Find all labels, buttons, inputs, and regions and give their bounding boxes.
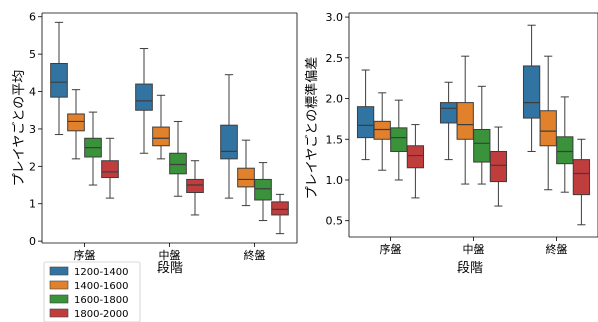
iqr-box bbox=[67, 113, 85, 132]
box-1600-1800 bbox=[390, 99, 408, 181]
iqr-box bbox=[135, 83, 153, 111]
chart-average: プレイヤごとの平均 段階 0 1 2 3 4 5 6 序盤 中盤 終盤 bbox=[11, 11, 298, 276]
iqr-box bbox=[169, 152, 187, 175]
box-1800-2000 bbox=[101, 137, 119, 199]
box-1400-1600 bbox=[373, 92, 391, 171]
box-1200-1400 bbox=[439, 81, 458, 161]
iqr-box bbox=[439, 102, 458, 124]
iqr-box bbox=[572, 159, 591, 196]
iqr-box bbox=[473, 128, 491, 163]
box-1800-2000 bbox=[271, 193, 289, 235]
iqr-box bbox=[539, 110, 557, 147]
chart-stddev: プレイヤごとの標準偏差 段階 0.5 1.0 1.5 2.0 2.5 3.0 序盤 中盤 終盤 bbox=[304, 11, 598, 276]
x-axis-label: 段階 bbox=[157, 261, 183, 276]
legend-label-1400-1600: 1400-1600 bbox=[74, 281, 129, 292]
x-tick-label: 終盤 bbox=[546, 242, 568, 256]
y-tick-label: 1.5 bbox=[326, 133, 344, 146]
box-1400-1600 bbox=[237, 139, 255, 207]
y-tick-label: 6 bbox=[29, 11, 36, 24]
legend-swatch-1600-1800 bbox=[49, 294, 69, 304]
legend-swatch-1400-1600 bbox=[49, 280, 69, 290]
y-tick-label: 2 bbox=[29, 160, 36, 173]
x-tick-label: 終盤 bbox=[244, 248, 266, 262]
box-1600-1800 bbox=[169, 120, 187, 197]
legend-swatch-1200-1400 bbox=[49, 266, 69, 276]
y-axis-label: プレイヤごとの平均 bbox=[11, 70, 27, 186]
x-axis-label: 段階 bbox=[457, 261, 483, 276]
box-1600-1800 bbox=[473, 85, 491, 185]
iqr-box bbox=[50, 62, 68, 98]
box-1800-2000 bbox=[186, 160, 204, 216]
iqr-box bbox=[271, 201, 289, 216]
box-1600-1800 bbox=[556, 96, 574, 193]
box-1800-2000 bbox=[406, 124, 425, 199]
legend-label-1200-1400: 1200-1400 bbox=[74, 267, 129, 278]
y-tick-label: 4 bbox=[29, 86, 36, 99]
box-1800-2000 bbox=[489, 126, 508, 207]
iqr-box bbox=[373, 120, 391, 140]
legend-label-1600-1800: 1600-1800 bbox=[74, 295, 129, 306]
iqr-box bbox=[220, 124, 238, 160]
box-1600-1800 bbox=[84, 111, 102, 186]
x-tick-label: 序盤 bbox=[380, 242, 402, 256]
y-tick-label: 0 bbox=[29, 235, 36, 248]
box-1200-1400 bbox=[220, 74, 238, 199]
box-1400-1600 bbox=[152, 94, 170, 160]
legend-frame bbox=[43, 261, 141, 322]
iqr-box bbox=[152, 126, 170, 147]
y-tick-label: 3.0 bbox=[326, 11, 344, 24]
iqr-box bbox=[556, 136, 574, 165]
box-1400-1600 bbox=[456, 55, 474, 185]
iqr-box bbox=[254, 178, 272, 201]
legend-label-1800-2000: 1800-2000 bbox=[74, 309, 129, 320]
box-1600-1800 bbox=[254, 162, 272, 222]
iqr-box bbox=[390, 127, 408, 152]
y-tick-label: 2.5 bbox=[326, 52, 344, 65]
box-1400-1600 bbox=[539, 55, 557, 191]
iqr-box bbox=[522, 65, 541, 119]
iqr-box bbox=[101, 160, 119, 179]
iqr-box bbox=[456, 102, 474, 140]
y-tick-label: 1.0 bbox=[326, 174, 344, 187]
y-tick-label: 3 bbox=[29, 123, 36, 136]
y-tick-label: 1 bbox=[29, 198, 36, 211]
box-1200-1400 bbox=[135, 48, 153, 154]
iqr-box bbox=[406, 145, 425, 169]
legend: 1200-1400 1400-1600 1600-1800 1800-2000 bbox=[43, 261, 141, 322]
x-tick-label: 中盤 bbox=[159, 249, 181, 262]
x-tick-label: 中盤 bbox=[463, 243, 485, 256]
box-1800-2000 bbox=[572, 138, 591, 226]
iqr-box bbox=[356, 106, 375, 139]
box-1400-1600 bbox=[67, 89, 85, 160]
box-1200-1400 bbox=[50, 21, 68, 136]
x-tick-label: 序盤 bbox=[74, 248, 96, 262]
box-1200-1400 bbox=[522, 24, 541, 152]
box-1200-1400 bbox=[356, 69, 375, 161]
y-axis-label: プレイヤごとの標準偏差 bbox=[304, 57, 320, 199]
iqr-box bbox=[489, 150, 508, 183]
y-tick-label: 5 bbox=[29, 48, 36, 61]
legend-swatch-1800-2000 bbox=[49, 308, 69, 318]
iqr-box bbox=[237, 167, 255, 188]
y-tick-label: 2.0 bbox=[326, 93, 344, 106]
y-tick-label: 0.5 bbox=[326, 215, 344, 228]
iqr-box bbox=[186, 178, 204, 194]
